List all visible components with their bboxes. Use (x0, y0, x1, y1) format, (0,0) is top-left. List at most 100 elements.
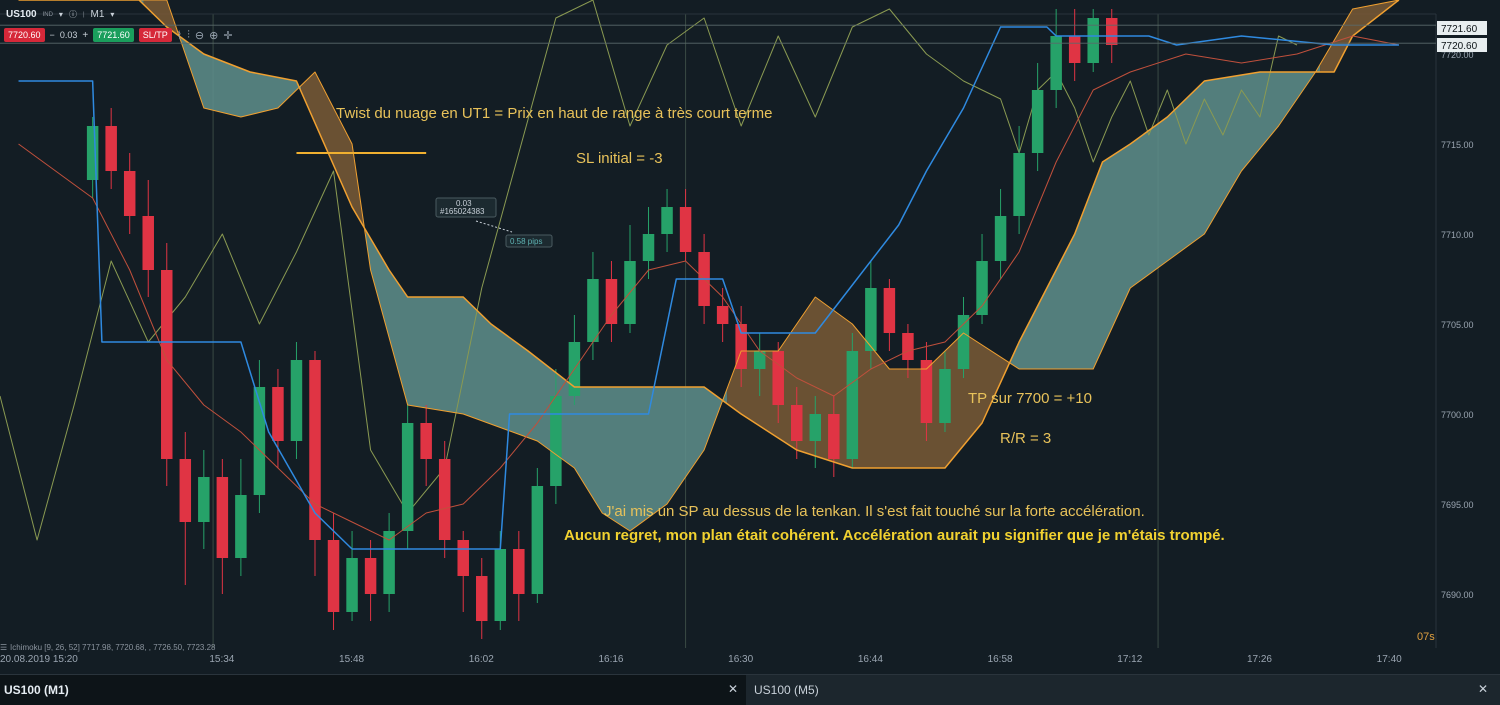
timeframe-select[interactable]: M1 (90, 9, 105, 20)
candle-body (642, 234, 655, 261)
candle-body (198, 477, 210, 522)
x-tick-label: 16:44 (858, 654, 883, 665)
indicator-label[interactable]: Ichimoku [9, 26, 52] 7717.98, 7720.68, ,… (10, 643, 216, 652)
buy-button[interactable]: 7721.60 (93, 28, 134, 42)
candle-body (364, 558, 377, 594)
candle-body (438, 459, 451, 540)
candle (253, 360, 266, 513)
candle-body (513, 549, 525, 594)
crosshair-icon[interactable]: ✛ (223, 29, 233, 42)
info-icon[interactable]: ⓘ (68, 10, 77, 19)
candle-body (216, 477, 229, 558)
candle-body (494, 549, 507, 621)
minus-icon[interactable]: − (49, 30, 55, 40)
candle-body (272, 387, 284, 441)
candle-body (587, 279, 599, 342)
sell-button[interactable]: 7720.60 (4, 28, 45, 42)
candle (624, 225, 636, 333)
candles-layer (86, 9, 1118, 639)
candle (438, 441, 451, 558)
candle (920, 342, 933, 441)
candle-body (86, 126, 99, 180)
annotation-twist: Twist du nuage en UT1 = Prix en haut de … (336, 105, 773, 122)
candle-body (605, 279, 618, 324)
annotation-comment1: J'ai mis un SP au dessus de la tenkan. I… (604, 503, 1145, 520)
candle (420, 405, 432, 486)
sltp-button[interactable]: SL/TP (138, 28, 172, 42)
candle (883, 279, 896, 351)
candle-body (1087, 18, 1099, 63)
candle-body (661, 207, 673, 234)
candle-body (476, 576, 488, 621)
candle (105, 108, 117, 189)
x-tick-label: 17:26 (1247, 654, 1272, 665)
candle-body (327, 540, 340, 612)
candle (1050, 9, 1062, 108)
candle-body (772, 351, 784, 405)
order-marker-pips: 0.58 pips (510, 237, 542, 246)
candle-body (846, 351, 859, 459)
indicator-icon[interactable]: ☰ (0, 643, 7, 652)
candle (568, 315, 581, 405)
candle-body (994, 216, 1007, 261)
cloud-bullish (365, 230, 728, 531)
candle-body (753, 351, 766, 369)
candle-body (791, 405, 803, 441)
symbol-dropdown-icon[interactable]: ▾ (58, 10, 63, 19)
chart-tabs-bar: US100 (M1) ✕ US100 (M5) ✕ (0, 674, 1500, 705)
candle-body (309, 360, 321, 540)
candle (161, 243, 173, 486)
close-icon[interactable]: ✕ (1478, 682, 1489, 696)
annotations-layer: Twist du nuage en UT1 = Prix en haut de … (0, 105, 1435, 652)
cloud-bullish (180, 37, 302, 117)
candle-body (735, 324, 747, 369)
candle (976, 234, 988, 324)
candle-body (290, 360, 303, 441)
candle-body (123, 171, 136, 216)
candle (457, 531, 469, 612)
candle (772, 342, 784, 423)
order-marker[interactable]: 0.03 #165024383 0.58 pips (435, 197, 553, 248)
price-chart[interactable]: Twist du nuage en UT1 = Prix en haut de … (0, 0, 1500, 674)
plus-icon[interactable]: + (82, 29, 89, 41)
candle-body (1105, 18, 1118, 45)
candle-body (939, 369, 951, 423)
tab-us100-m5[interactable]: US100 (M5) ✕ (746, 675, 1500, 705)
candle-body (865, 288, 877, 351)
x-tick-label: 16:02 (469, 654, 494, 665)
candle (735, 306, 747, 387)
candle (327, 513, 340, 630)
y-tick-label: 7710.00 (1441, 230, 1474, 240)
y-tick-label: 7720.00 (1441, 50, 1474, 60)
x-axis: 20.08.2019 15:20 15:34 15:48 16:02 16:16 16:3… (0, 654, 1402, 665)
x-tick-label: 16:58 (988, 654, 1013, 665)
candle (86, 117, 99, 198)
close-icon[interactable]: ✕ (728, 682, 739, 696)
chart-type-icon[interactable]: ⌇ (176, 29, 183, 42)
span-b-line (18, 0, 1400, 532)
x-tick-label: 17:12 (1117, 654, 1142, 665)
tab-us100-m1[interactable]: US100 (M1) ✕ (0, 675, 740, 705)
candle-body (235, 495, 247, 558)
x-tick-label: 15:34 (209, 654, 234, 665)
y-tick-label: 7690.00 (1441, 590, 1474, 600)
symbol-label[interactable]: US100 (6, 9, 37, 20)
timeframe-dropdown-icon[interactable]: ▾ (110, 10, 115, 19)
candle (272, 369, 284, 468)
candle (513, 531, 525, 621)
cloud-bearish (1320, 0, 1399, 72)
price-tags: 7721.60 7720.60 (1437, 21, 1487, 52)
chikou-line (0, 0, 1298, 541)
candle (1087, 9, 1099, 72)
indicators-icon[interactable]: ⫶ (187, 28, 190, 41)
candle-body (1013, 153, 1025, 216)
y-tick-label: 7715.00 (1441, 140, 1474, 150)
candle (142, 180, 154, 297)
candle (679, 189, 692, 261)
zoom-in-icon[interactable]: ⊕ (209, 29, 219, 42)
y-axis: 7690.00 7695.00 7700.00 7705.00 7710.00 7715.… (1441, 50, 1474, 600)
candle-body (531, 486, 544, 594)
zoom-out-icon[interactable]: ⊖ (194, 29, 205, 42)
candle-body (957, 315, 970, 369)
candle-body (401, 423, 414, 531)
